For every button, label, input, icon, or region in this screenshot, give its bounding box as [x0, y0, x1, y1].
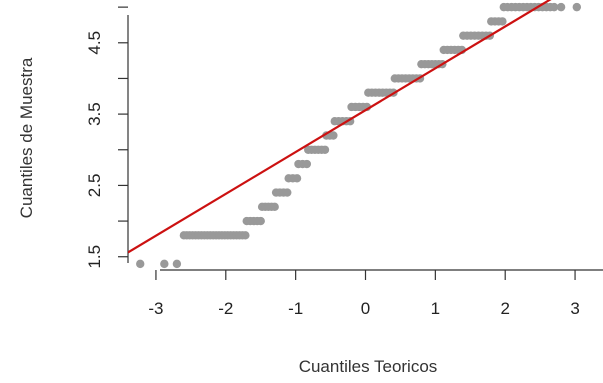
y-axis-title: Cuantiles de Muestra — [17, 57, 36, 218]
y-tick-label: 4.5 — [85, 31, 104, 55]
data-point — [329, 131, 338, 140]
data-point — [302, 159, 312, 169]
y-tick-label: 3.5 — [85, 102, 104, 126]
data-point — [256, 216, 265, 226]
x-tick-label: 3 — [570, 299, 579, 318]
reference-line-group — [128, 0, 552, 254]
x-tick-label: 1 — [431, 299, 440, 318]
data-point — [241, 231, 250, 240]
data-point — [292, 174, 302, 183]
x-tick-label: 0 — [361, 299, 370, 318]
data-point — [172, 259, 182, 269]
x-axis-title: Cuantiles Teoricos — [299, 357, 438, 376]
x-tick-label: 2 — [500, 299, 509, 318]
data-point — [136, 259, 145, 269]
data-point — [160, 259, 169, 269]
qq-reference-line — [128, 0, 552, 254]
y-tick-label: 2.5 — [85, 174, 104, 198]
x-tick-label: -3 — [148, 299, 163, 318]
data-point — [556, 2, 566, 12]
data-point — [572, 2, 582, 12]
data-point — [320, 145, 330, 154]
y-tick-label: 1.5 — [85, 245, 104, 269]
data-point — [283, 188, 292, 197]
data-point — [549, 2, 559, 12]
x-axis-ticks: -3 -2 -1 0 1 2 3 — [148, 270, 580, 318]
data-point — [270, 202, 279, 212]
x-tick-label: -1 — [288, 299, 303, 318]
x-tick-label: -2 — [218, 299, 233, 318]
y-axis-ticks: 1.5 2.5 3.5 4.5 — [85, 6, 128, 269]
sample-points — [136, 2, 582, 269]
data-point — [498, 17, 507, 26]
